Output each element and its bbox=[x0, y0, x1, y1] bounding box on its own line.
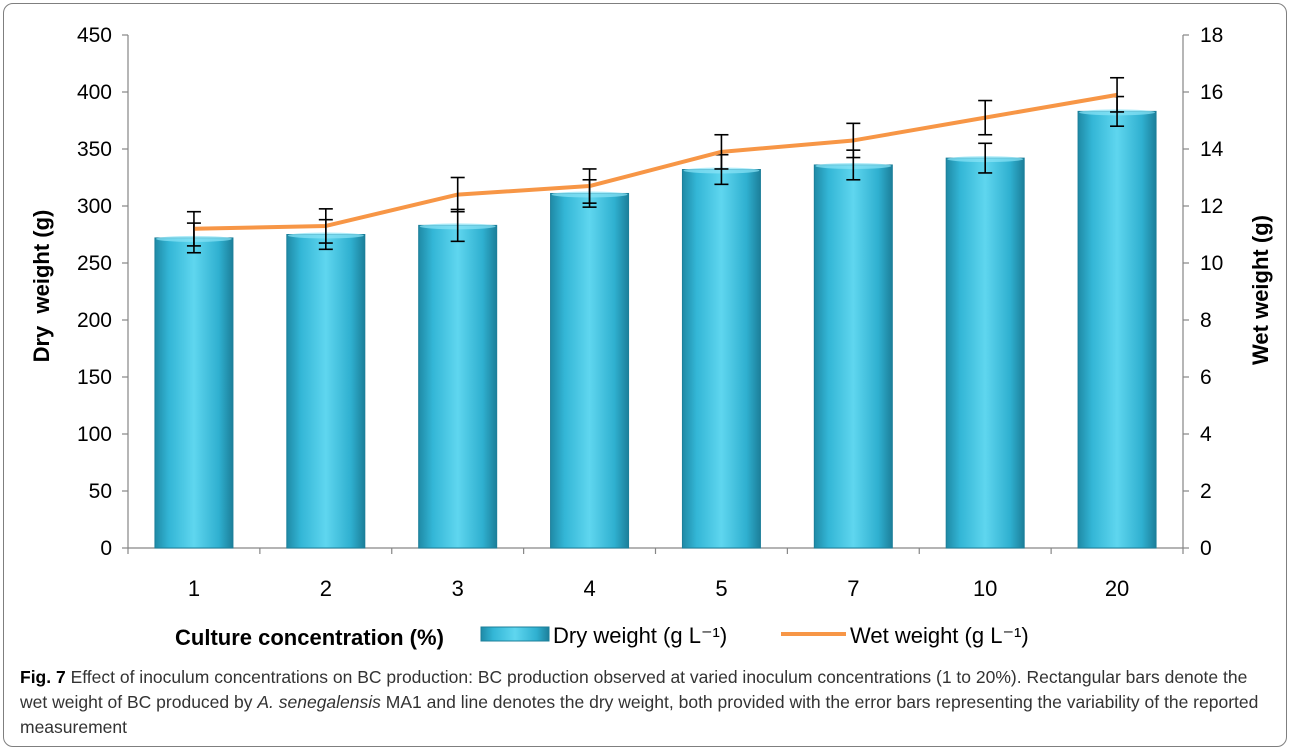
figure-label: Fig. 7 bbox=[20, 667, 66, 687]
left-axis-ticks: 0 50 100 150 200 250 300 350 400 450 bbox=[77, 24, 128, 560]
bar-dry-weight bbox=[945, 157, 1025, 549]
caption-text-1: Effect of inoculum concentrations on BC … bbox=[20, 667, 1248, 712]
x-tick-label: 2 bbox=[320, 576, 332, 601]
left-tick-label: 150 bbox=[77, 366, 112, 389]
line-layer bbox=[186, 76, 1125, 247]
right-tick-label: 4 bbox=[1200, 423, 1212, 446]
x-tick-label: 1 bbox=[188, 576, 200, 601]
bar-dry-weight bbox=[286, 234, 366, 549]
right-tick-label: 12 bbox=[1200, 195, 1223, 218]
bars-layer bbox=[154, 109, 1157, 549]
right-tick-label: 2 bbox=[1200, 480, 1212, 503]
x-axis-label: Culture concentration (%) bbox=[175, 625, 444, 650]
line-wet-weight bbox=[193, 92, 1118, 231]
x-tick-label: 10 bbox=[973, 576, 997, 601]
left-tick-label: 200 bbox=[77, 309, 112, 332]
x-tick-label: 7 bbox=[847, 576, 859, 601]
x-axis-ticks: 1 2 3 4 5 7 10 20 bbox=[127, 548, 1184, 601]
left-tick-label: 250 bbox=[77, 252, 112, 275]
left-tick-label: 100 bbox=[77, 423, 112, 446]
figure-frame bbox=[3, 3, 1287, 747]
x-tick-label: 4 bbox=[583, 576, 595, 601]
y-axis-right-label: Wet weight (g) bbox=[1248, 215, 1273, 365]
bar-dry-weight bbox=[154, 237, 234, 549]
left-tick-label: 0 bbox=[100, 537, 112, 560]
legend-dry-swatch bbox=[480, 626, 550, 642]
right-tick-label: 6 bbox=[1200, 366, 1212, 389]
legend-dry-label: Dry weight (g L⁻¹) bbox=[553, 623, 727, 648]
bar-dry-weight bbox=[681, 169, 761, 549]
left-tick-label: 350 bbox=[77, 138, 112, 161]
legend: Dry weight (g L⁻¹) Wet weight (g L⁻¹) bbox=[480, 623, 1029, 648]
caption-text-2: MA1 and line denotes the dry weight, bot… bbox=[20, 692, 1259, 737]
right-tick-label: 18 bbox=[1200, 24, 1223, 47]
left-tick-label: 400 bbox=[77, 81, 112, 104]
right-tick-label: 14 bbox=[1200, 138, 1224, 161]
bar-dry-weight bbox=[550, 192, 630, 549]
right-tick-label: 0 bbox=[1200, 537, 1212, 560]
left-tick-label: 300 bbox=[77, 195, 112, 218]
figure-caption: Fig. 7 Effect of inoculum concentrations… bbox=[20, 665, 1272, 740]
caption-species: A. senegalensis bbox=[257, 692, 381, 712]
right-tick-label: 10 bbox=[1200, 252, 1223, 275]
bar-dry-weight bbox=[813, 164, 893, 549]
right-axis-ticks: 0 2 4 6 8 10 12 14 16 18 bbox=[1183, 24, 1224, 560]
x-tick-label: 20 bbox=[1105, 576, 1129, 601]
right-tick-label: 16 bbox=[1200, 81, 1223, 104]
y-axis-left-label: Dry weight (g) bbox=[29, 210, 54, 363]
x-tick-label: 5 bbox=[715, 576, 727, 601]
left-tick-label: 450 bbox=[77, 24, 112, 47]
bar-dry-weight bbox=[418, 224, 498, 549]
right-tick-label: 8 bbox=[1200, 309, 1212, 332]
legend-wet-label: Wet weight (g L⁻¹) bbox=[850, 623, 1029, 648]
left-tick-label: 50 bbox=[89, 480, 112, 503]
x-tick-label: 3 bbox=[452, 576, 464, 601]
bar-dry-weight bbox=[1077, 110, 1157, 549]
